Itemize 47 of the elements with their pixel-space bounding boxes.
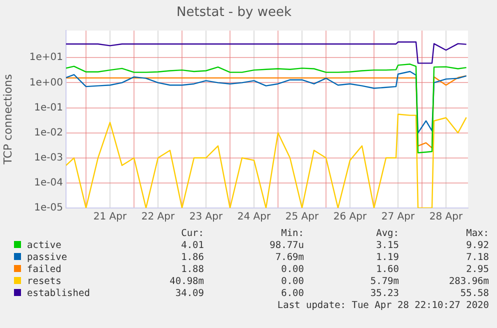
text: 0.00 bbox=[280, 264, 304, 276]
text: 98.77u bbox=[268, 240, 304, 252]
x-tick-label: 21 Apr bbox=[93, 212, 128, 223]
y-tick-label: 1e-01 bbox=[34, 102, 63, 114]
text: 1.86 bbox=[180, 252, 204, 264]
legend-label: resets bbox=[26, 276, 62, 288]
chart-title: Netstat - by week bbox=[176, 5, 292, 20]
text: 9.92 bbox=[465, 240, 489, 252]
text: 40.98m bbox=[168, 276, 204, 288]
y-tick-label: 1e-02 bbox=[34, 127, 63, 138]
text: Min: bbox=[280, 228, 304, 240]
text: Cur: bbox=[180, 228, 204, 240]
y-tick-label: 1e-05 bbox=[34, 202, 63, 214]
x-tick-label: 25 Apr bbox=[285, 212, 320, 223]
text: 3.15 bbox=[375, 240, 399, 252]
y-tick-label: 1e-03 bbox=[34, 152, 63, 164]
text: Avg: bbox=[375, 228, 399, 240]
text: 34.09 bbox=[174, 288, 204, 300]
text: 2.95 bbox=[465, 264, 489, 276]
text: 6.00 bbox=[280, 288, 304, 300]
text: Max: bbox=[465, 228, 489, 240]
text: Last update: Tue Apr 28 22:10:27 2020 bbox=[276, 300, 489, 312]
legend-label: failed bbox=[26, 264, 62, 276]
text: 35.23 bbox=[369, 288, 399, 300]
x-tick-label: 26 Apr bbox=[333, 212, 368, 223]
y-axis-title: TCP connections bbox=[1, 74, 14, 166]
text: 7.69m bbox=[274, 252, 304, 264]
x-tick-label: 28 Apr bbox=[429, 212, 464, 223]
x-tick-label: 23 Apr bbox=[189, 212, 224, 223]
legend-label: passive bbox=[26, 252, 68, 264]
y-tick-label: 1e-04 bbox=[34, 178, 63, 189]
x-tick-label: 22 Apr bbox=[141, 212, 176, 223]
legend-label: established bbox=[26, 288, 91, 300]
x-tick-label: 24 Apr bbox=[237, 212, 272, 223]
x-tick-label: 27 Apr bbox=[381, 212, 416, 223]
text: 1.88 bbox=[180, 264, 204, 276]
text: 7.18 bbox=[465, 252, 489, 264]
text: 55.58 bbox=[459, 288, 489, 300]
y-tick-label: 1e+01 bbox=[29, 52, 63, 64]
text: 5.79m bbox=[369, 276, 399, 288]
legend-label: active bbox=[26, 240, 62, 252]
text: 1.60 bbox=[375, 264, 399, 276]
text: 283.96m bbox=[448, 276, 489, 288]
text: 4.01 bbox=[180, 240, 204, 252]
text: 1.19 bbox=[375, 252, 399, 264]
text: 0.00 bbox=[280, 276, 304, 288]
y-tick-label: 1e+00 bbox=[29, 77, 63, 88]
